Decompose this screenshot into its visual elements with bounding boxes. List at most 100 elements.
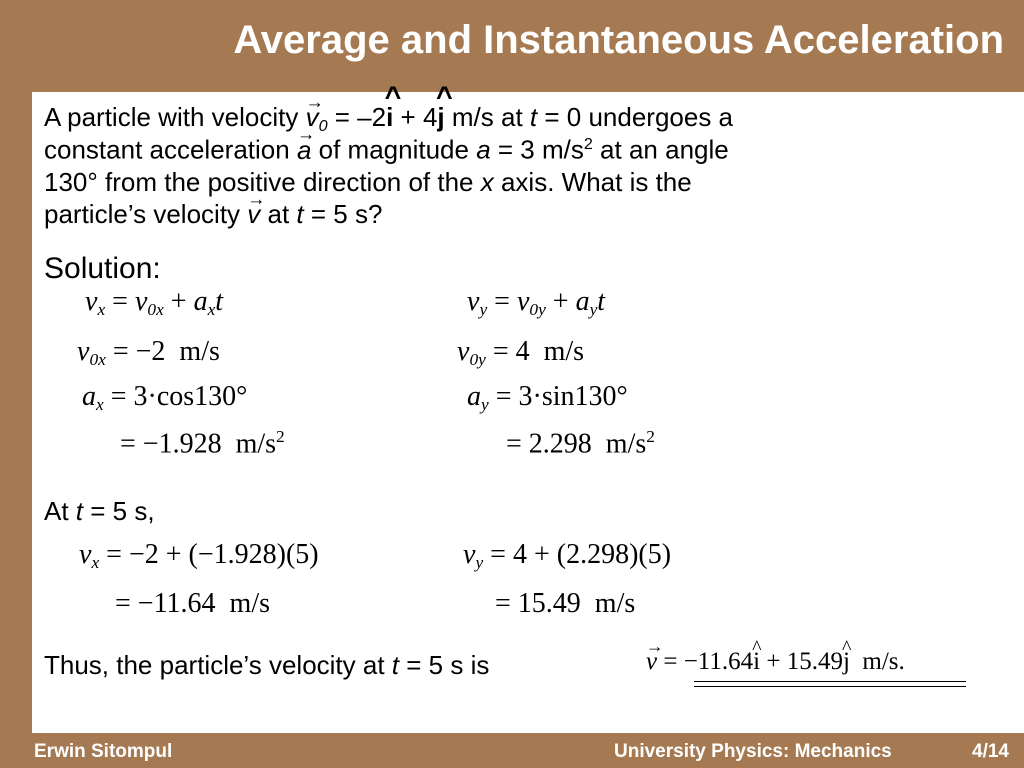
equation: v0y = 4 m/s (457, 338, 584, 369)
token-text: = 0 undergoes a (537, 102, 734, 132)
token-text: = 4 m/s (485, 336, 585, 367)
equation: = 15.49 m/s (495, 590, 635, 618)
token-text: = 2.298 m/s (506, 428, 647, 460)
footer-page: 4/14 (972, 741, 1009, 762)
token-text: + (545, 286, 576, 317)
content-area: A particle with velocity v0 = –2i + 4j m… (32, 83, 1024, 733)
token-i: a (575, 286, 590, 317)
token-i: x (480, 167, 494, 197)
token-text: of magnitude (311, 134, 477, 165)
token-text: = 3·sin130° (488, 381, 628, 412)
token-sup: 2 (583, 135, 593, 153)
token-i: a (467, 381, 481, 412)
step-label: At t = 5 s, (44, 498, 155, 524)
token-text: + (163, 286, 194, 317)
result-equation: v = −11.64i + 15.49j m/s. (646, 638, 905, 675)
token-sub: y (475, 553, 484, 573)
slide-title: Average and Instantaneous Acceleration (233, 18, 1004, 62)
token-i: v (134, 286, 148, 317)
token-text: = 15.49 m/s (495, 588, 636, 619)
equation: vx = v0x + axt (85, 288, 223, 319)
token-i: t (391, 650, 400, 680)
token-text: = 3·cos130° (103, 381, 248, 412)
token-vec: a (297, 125, 316, 162)
token-text: at an angle (592, 134, 729, 165)
token-i: t (75, 496, 84, 526)
token-vec: v (247, 190, 265, 227)
conclusion-text: Thus, the particle’s velocity at t = 5 s… (44, 652, 489, 678)
token-sub: 0 (318, 116, 328, 135)
token-i: v (463, 539, 476, 570)
token-i: a (193, 286, 208, 317)
token-text: Thus, the particle’s velocity at (44, 650, 392, 680)
token-sub: 0x (147, 300, 164, 320)
token-text: = 4 + (2.298)(5) (483, 539, 672, 570)
token-i: t (597, 286, 606, 317)
token-text: = (487, 286, 517, 317)
token-text: = −2 + (−1.928)(5) (99, 539, 319, 570)
token-i: v (85, 286, 98, 317)
token-i: v (457, 336, 470, 367)
equation: = −11.64 m/s (115, 590, 270, 618)
token-text: At (44, 496, 76, 526)
token-text: 130° from the positive direction of the (44, 167, 481, 197)
token-i: a (476, 134, 491, 165)
footer-author: Erwin Sitompul (34, 741, 173, 762)
token-hat: i (752, 638, 761, 674)
problem-line: particle’s velocity v at t = 5 s? (44, 190, 383, 229)
token-text: A particle with velocity (44, 102, 306, 132)
problem-line: A particle with velocity v0 = –2i + 4j m… (44, 83, 734, 135)
equation: ay = 3·sin130° (467, 383, 628, 414)
token-i: t (215, 286, 224, 317)
footer-course: University Physics: Mechanics (614, 741, 892, 762)
equation: ax = 3·cos130° (82, 383, 247, 414)
token-text: = (105, 286, 135, 317)
token-i: v (77, 336, 90, 367)
token-sub: x (207, 300, 216, 320)
token-hat: i (385, 83, 402, 130)
equation: = −1.928 m/s2 (120, 428, 285, 458)
token-vec: v (646, 638, 664, 674)
token-text: particle’s velocity (44, 199, 248, 229)
token-text: = 3 m/s (490, 134, 584, 165)
token-text: + 15.49 (760, 648, 843, 675)
token-text: + 4 (393, 102, 438, 132)
equation: vy = 4 + (2.298)(5) (463, 541, 671, 572)
token-text: = 5 s? (303, 199, 383, 229)
token-i: t (296, 199, 304, 229)
token-text: at (260, 199, 297, 229)
token-text: = −1.928 m/s (120, 428, 277, 460)
token-sup: 2 (276, 427, 285, 446)
double-underline (694, 681, 966, 687)
problem-line: constant acceleration a of magnitude a =… (44, 125, 729, 165)
token-hat: j (842, 638, 851, 674)
token-i: v (79, 539, 92, 570)
token-i: v (467, 286, 480, 317)
token-sub: 0x (89, 350, 106, 370)
token-text: = –2 (327, 102, 387, 132)
token-text: = −11.64 m/s (115, 588, 270, 619)
token-text: m/s. (849, 648, 905, 675)
token-text: = 5 s, (83, 496, 155, 526)
token-i: t (529, 102, 538, 132)
token-sub: x (96, 395, 104, 415)
token-text: = −2 m/s (105, 336, 220, 367)
token-sub: y (481, 395, 489, 415)
token-text: constant acceleration (44, 134, 297, 165)
token-text: = −11.64 (657, 648, 754, 675)
equation: vx = −2 + (−1.928)(5) (79, 541, 319, 572)
token-text: m/s at (444, 102, 530, 132)
token-sub: y (589, 300, 598, 320)
token-hat: j (436, 83, 453, 130)
token-sup: 2 (646, 427, 655, 446)
token-sub: y (479, 300, 488, 320)
token-sub: x (91, 553, 100, 573)
token-i: v (516, 286, 530, 317)
token-sub: 0y (529, 300, 546, 320)
token-text: = 5 s is (399, 650, 490, 680)
problem-line: 130° from the positive direction of the … (44, 169, 692, 195)
equation: = 2.298 m/s2 (506, 428, 655, 458)
equation: v0x = −2 m/s (77, 338, 220, 369)
token-sub: x (97, 300, 106, 320)
